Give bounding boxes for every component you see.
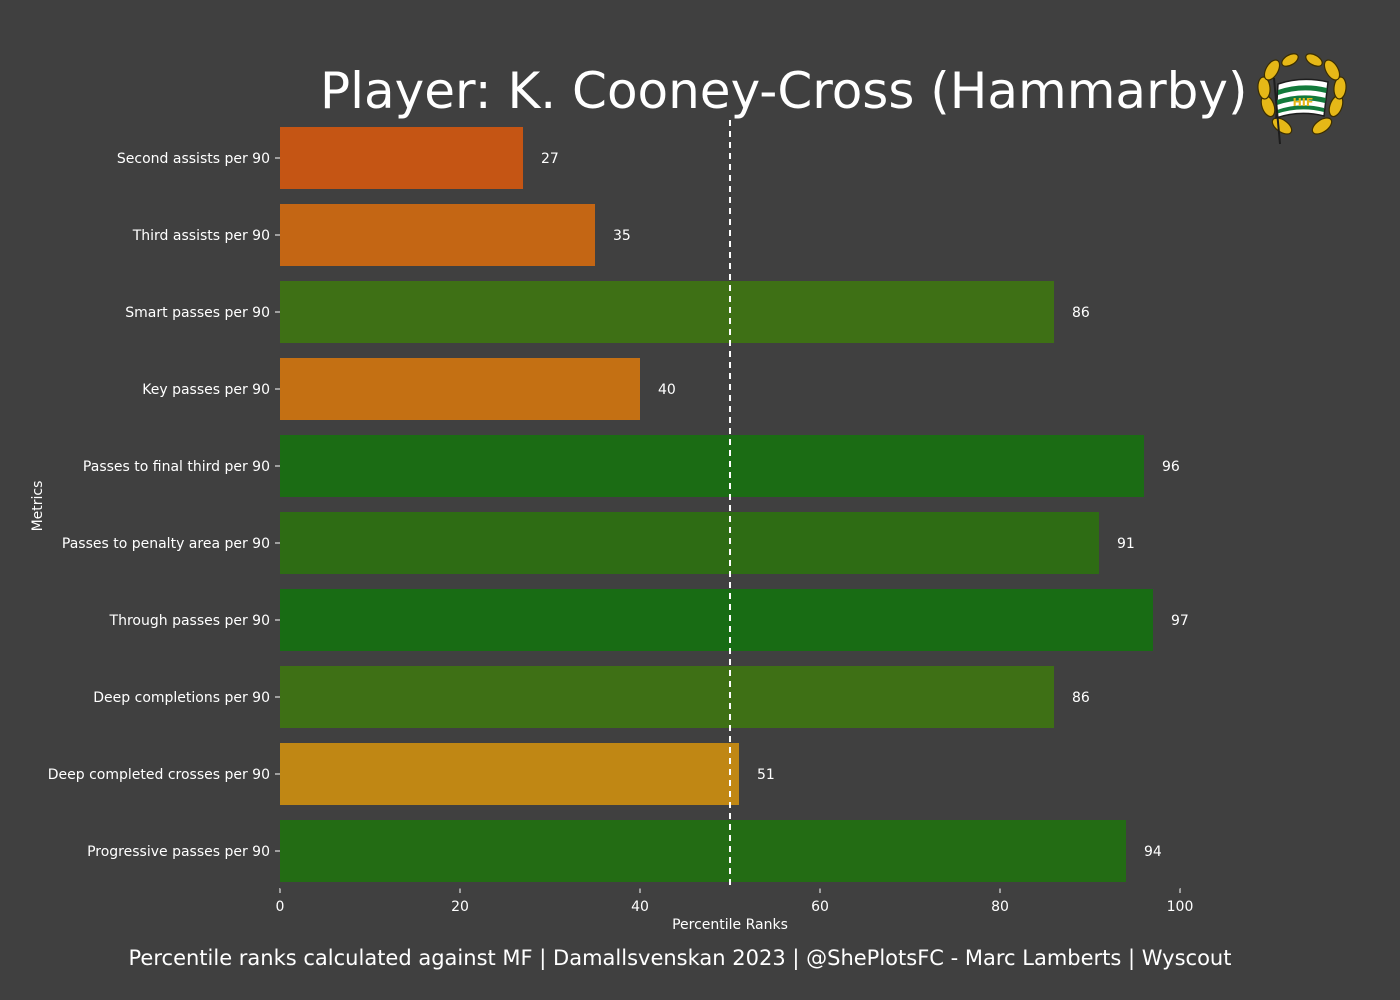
footer-credits: Percentile ranks calculated against MF |… [0, 946, 1360, 970]
value-label-6: 97 [1171, 613, 1189, 629]
category-label-group: Second assists per 90 Third assists per 9… [48, 151, 280, 860]
category-label-4: Passes to final third per 90 [83, 459, 270, 475]
value-label-1: 35 [613, 228, 631, 244]
bar-8 [280, 743, 739, 805]
x-axis-label: Percentile Ranks [672, 917, 788, 933]
x-tick-label-2: 40 [631, 899, 649, 915]
value-label-0: 27 [541, 151, 559, 167]
category-label-2: Smart passes per 90 [125, 305, 270, 321]
bar-group [280, 127, 1153, 882]
category-label-7: Deep completions per 90 [93, 690, 270, 706]
footer-text: Percentile ranks calculated against MF |… [128, 946, 1232, 970]
value-label-group: 27 35 86 40 96 91 97 86 51 94 [541, 151, 1189, 860]
x-axis-ticks: 0 20 40 60 80 100 [276, 888, 1194, 915]
bar-5 [280, 512, 1099, 574]
bar-3 [280, 358, 640, 420]
value-label-7: 86 [1072, 690, 1090, 706]
x-tick-label-3: 60 [811, 899, 829, 915]
crest-flag: HIF [1273, 77, 1329, 145]
category-label-5: Passes to penalty area per 90 [62, 536, 270, 552]
chart-title: Player: K. Cooney-Cross (Hammarby) [320, 62, 1248, 120]
category-label-0: Second assists per 90 [117, 151, 270, 167]
bar-0 [280, 127, 523, 189]
value-label-8: 51 [757, 767, 775, 783]
x-tick-label-4: 80 [991, 899, 1009, 915]
value-label-3: 40 [658, 382, 676, 398]
x-tick-label-0: 0 [276, 899, 285, 915]
x-tick-label-1: 20 [451, 899, 469, 915]
category-label-3: Key passes per 90 [142, 382, 270, 398]
value-label-9: 94 [1144, 844, 1162, 860]
bar-2 [280, 281, 1054, 343]
crest-letters: HIF [1293, 96, 1314, 109]
category-label-1: Third assists per 90 [132, 228, 270, 244]
category-label-6: Through passes per 90 [109, 613, 270, 629]
bar-6 [280, 589, 1153, 651]
bar-9 [280, 820, 1126, 882]
value-label-5: 91 [1117, 536, 1135, 552]
value-label-2: 86 [1072, 305, 1090, 321]
hammarby-crest-icon: HIF [1257, 53, 1347, 145]
category-label-8: Deep completed crosses per 90 [48, 767, 270, 783]
bar-1 [280, 204, 595, 266]
y-axis-label: Metrics [30, 481, 46, 532]
bar-7 [280, 666, 1054, 728]
category-label-9: Progressive passes per 90 [87, 844, 270, 860]
x-tick-label-5: 100 [1167, 899, 1194, 915]
bar-4 [280, 435, 1144, 497]
value-label-4: 96 [1162, 459, 1180, 475]
